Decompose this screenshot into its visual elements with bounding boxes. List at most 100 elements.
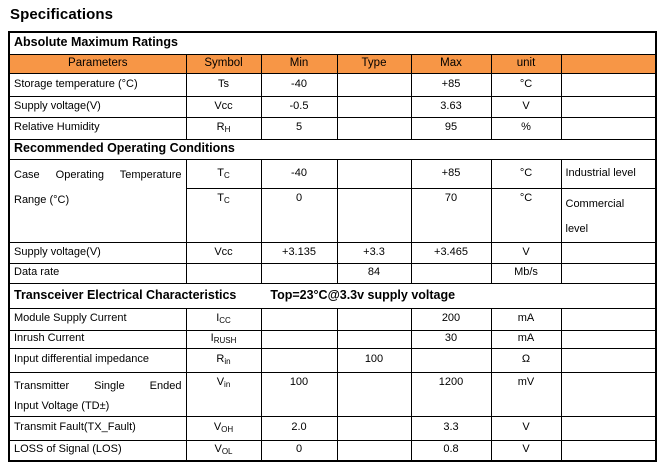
param-cell: Data rate — [8, 262, 187, 284]
note-cell — [560, 439, 657, 462]
table-row-transmit-fault: Transmit Fault(TX_Fault) VOH 2.0 3.3 V — [8, 415, 657, 441]
symbol-cell: IRUSH — [185, 329, 262, 349]
col-header-max: Max — [410, 53, 492, 74]
col-header-min: Min — [260, 53, 338, 74]
symbol-cell: TC — [185, 187, 262, 243]
table-row-transmitter-single-ended-input-voltage: Transmitter Single Ended Input Voltage (… — [8, 371, 657, 417]
type-cell: +3.3 — [336, 241, 412, 264]
max-cell: 1200 — [410, 371, 492, 417]
type-cell — [336, 371, 412, 417]
min-cell: 100 — [260, 371, 338, 417]
max-cell — [410, 262, 492, 284]
unit-cell: Ω — [490, 347, 562, 373]
min-cell: 2.0 — [260, 415, 338, 441]
min-cell: -40 — [260, 72, 338, 97]
table-row-storage-temperature: Storage temperature (°C) Ts -40 +85 °C — [8, 72, 657, 97]
max-cell: 200 — [410, 307, 492, 331]
specifications-table: Absolute Maximum Ratings Parameters Symb… — [8, 31, 658, 462]
param-cell: Relative Humidity — [8, 116, 187, 140]
column-header-row: Parameters Symbol Min Type Max unit — [8, 53, 657, 74]
param-cell: Supply voltage(V) — [8, 95, 187, 118]
max-cell — [410, 347, 492, 373]
min-cell — [260, 329, 338, 349]
min-cell — [260, 307, 338, 331]
unit-cell: mV — [490, 371, 562, 417]
param-cell: Storage temperature (°C) — [8, 72, 187, 97]
col-header-note — [560, 53, 657, 74]
unit-cell: mA — [490, 307, 562, 331]
unit-cell: V — [490, 439, 562, 462]
symbol-cell: VOH — [185, 415, 262, 441]
note-cell — [560, 307, 657, 331]
page-title: Specifications — [10, 6, 114, 23]
note-cell — [560, 241, 657, 264]
note-cell — [560, 329, 657, 349]
param-cell: Supply voltage(V) — [8, 241, 187, 264]
min-cell — [260, 262, 338, 284]
unit-cell: V — [490, 241, 562, 264]
symbol-cell — [185, 262, 262, 284]
symbol-cell: Ts — [185, 72, 262, 97]
test-condition-text: Top=23°C@3.3v supply voltage — [270, 287, 456, 302]
unit-cell: V — [490, 415, 562, 441]
note-cell — [560, 415, 657, 441]
param-cell: LOSS of Signal (LOS) — [8, 439, 187, 462]
max-cell: +85 — [410, 72, 492, 97]
note-cell — [560, 72, 657, 97]
min-cell — [260, 347, 338, 373]
max-cell: 30 — [410, 329, 492, 349]
note-cell: Commercial level — [560, 187, 657, 243]
note-cell — [560, 116, 657, 140]
section-title: Transceiver Electrical Characteristics To… — [8, 282, 657, 309]
type-cell — [336, 72, 412, 97]
col-header-unit: unit — [490, 53, 562, 74]
section-title: Absolute Maximum Ratings — [8, 31, 657, 55]
param-cell-case-operating-temperature: Case Operating Temperature Range (°C) — [8, 158, 187, 243]
symbol-cell: RH — [185, 116, 262, 140]
max-cell: 0.8 — [410, 439, 492, 462]
unit-cell: Mb/s — [490, 262, 562, 284]
min-cell: -40 — [260, 158, 338, 189]
symbol-cell: Vcc — [185, 241, 262, 264]
max-cell: 3.3 — [410, 415, 492, 441]
unit-cell: °C — [490, 158, 562, 189]
col-header-type: Type — [336, 53, 412, 74]
type-cell — [336, 307, 412, 331]
section-header-absolute-maximum-ratings: Absolute Maximum Ratings — [8, 31, 657, 55]
unit-cell: % — [490, 116, 562, 140]
table-row-case-temp-industrial: Case Operating Temperature Range (°C) TC… — [8, 158, 657, 243]
section-header-recommended-operating-conditions: Recommended Operating Conditions — [8, 138, 657, 160]
max-cell: 3.63 — [410, 95, 492, 118]
table-row-case-temp-commercial: TC 0 70 °C Commercial level — [9, 187, 657, 243]
unit-cell: mA — [490, 329, 562, 349]
min-cell: 0 — [260, 187, 338, 243]
min-cell: +3.135 — [260, 241, 338, 264]
note-cell: Industrial level — [560, 158, 657, 189]
max-cell: 70 — [410, 187, 492, 243]
section-header-transceiver-electrical-characteristics: Transceiver Electrical Characteristics To… — [8, 282, 657, 309]
col-header-parameters: Parameters — [8, 53, 187, 74]
table-row-module-supply-current: Module Supply Current ICC 200 mA — [8, 307, 657, 331]
table-row-inrush-current: Inrush Current IRUSH 30 mA — [8, 329, 657, 349]
symbol-cell: TC — [185, 158, 262, 189]
symbol-cell: ICC — [185, 307, 262, 331]
note-cell — [560, 95, 657, 118]
min-cell: 5 — [260, 116, 338, 140]
table-row-input-differential-impedance: Input differential impedance Rin 100 Ω — [8, 347, 657, 373]
param-cell: Transmit Fault(TX_Fault) — [8, 415, 187, 441]
type-cell — [336, 95, 412, 118]
type-cell — [336, 187, 412, 243]
param-cell: Module Supply Current — [8, 307, 187, 331]
type-cell — [336, 116, 412, 140]
table-row-loss-of-signal: LOSS of Signal (LOS) VOL 0 0.8 V — [8, 439, 657, 462]
param-cell: Input differential impedance — [8, 347, 187, 373]
symbol-cell: Vcc — [185, 95, 262, 118]
max-cell: 95 — [410, 116, 492, 140]
note-cell — [560, 347, 657, 373]
note-cell — [560, 262, 657, 284]
type-cell: 84 — [336, 262, 412, 284]
type-cell — [336, 158, 412, 189]
min-cell: 0 — [260, 439, 338, 462]
param-cell: Inrush Current — [8, 329, 187, 349]
table-row-data-rate: Data rate 84 Mb/s — [8, 262, 657, 284]
